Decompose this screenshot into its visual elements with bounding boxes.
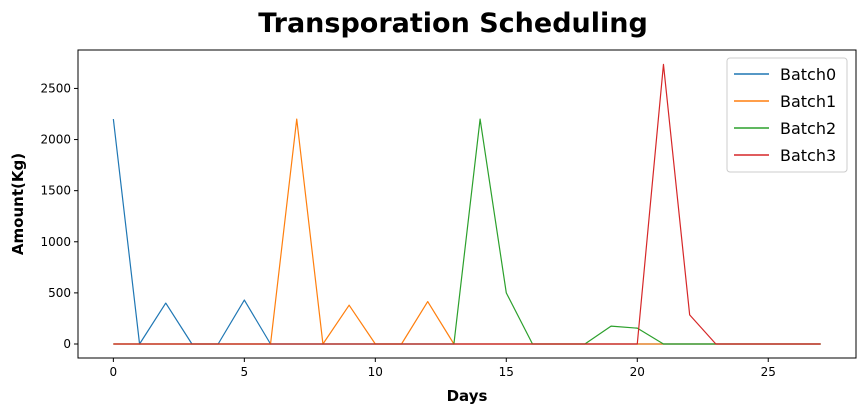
y-axis: 0 500 1000 1500 2000 2500 — [40, 81, 78, 351]
y-axis-label: Amount(Kg) — [9, 153, 27, 255]
x-tick-label: 5 — [241, 365, 249, 379]
series-line-batch2 — [113, 118, 821, 345]
plot-area — [112, 63, 821, 345]
legend-entry-label: Batch1 — [780, 92, 836, 111]
x-tick-label: 0 — [110, 365, 118, 379]
y-tick-label: 2500 — [40, 81, 71, 95]
x-axis-label: Days — [447, 387, 488, 405]
plot-frame — [77, 49, 857, 359]
x-tick-label: 25 — [761, 365, 776, 379]
x-axis: 0 5 10 15 20 25 — [110, 358, 776, 379]
x-tick-label: 15 — [499, 365, 514, 379]
y-tick-label: 1000 — [40, 235, 71, 249]
legend-entry-label: Batch0 — [780, 65, 836, 84]
legend-box — [726, 57, 848, 173]
legend-entry-label: Batch3 — [780, 146, 836, 165]
x-tick-label: 20 — [630, 365, 645, 379]
series-line-batch3 — [113, 63, 821, 345]
legend-entry-label: Batch2 — [780, 119, 836, 138]
y-tick-label: 2000 — [40, 133, 71, 147]
x-tick-label: 10 — [368, 365, 383, 379]
y-tick-label: 500 — [48, 286, 71, 300]
y-tick-label: 0 — [63, 337, 71, 351]
y-tick-label: 1500 — [40, 184, 71, 198]
legend: Batch0 Batch1 Batch2 Batch3 — [726, 57, 848, 173]
chart-title: Transporation Scheduling — [258, 8, 648, 39]
